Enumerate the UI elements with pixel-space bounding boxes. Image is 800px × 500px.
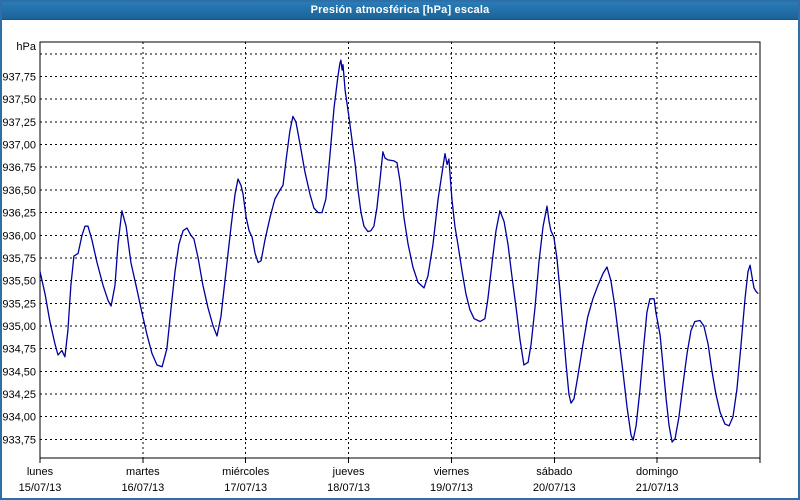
y-tick-label: 934,00: [2, 412, 36, 424]
x-day-label: miércoles: [222, 466, 270, 478]
x-date-label: 17/07/13: [224, 482, 267, 494]
chart-title: Presión atmosférica [hPa] escala: [310, 4, 490, 16]
y-tick-label: 934,25: [2, 389, 36, 401]
x-date-label: 15/07/13: [19, 482, 62, 494]
y-tick-label: 935,25: [2, 298, 36, 310]
pressure-line: [39, 59, 759, 443]
x-day-label: viernes: [434, 466, 470, 478]
y-tick-label: 935,75: [2, 253, 36, 265]
y-tick-label: 936,00: [2, 230, 36, 242]
chart-title-bar: Presión atmosférica [hPa] escala: [2, 2, 798, 20]
x-date-label: 18/07/13: [327, 482, 370, 494]
x-date-label: 20/07/13: [533, 482, 576, 494]
x-date-label: 19/07/13: [430, 482, 473, 494]
plot-frame: [39, 41, 761, 459]
x-day-label: lunes: [27, 466, 54, 478]
y-axis-unit-label: hPa: [16, 41, 36, 53]
x-day-label: martes: [126, 466, 160, 478]
y-tick-label: 937,25: [2, 117, 36, 129]
y-tick-label: 936,25: [2, 208, 36, 220]
x-date-label: 21/07/13: [636, 482, 679, 494]
x-day-label: jueves: [332, 466, 365, 478]
y-tick-label: 936,50: [2, 185, 36, 197]
y-tick-label: 937,00: [2, 140, 36, 152]
y-tick-label: 935,50: [2, 276, 36, 288]
y-tick-label: 935,00: [2, 321, 36, 333]
x-day-label: sábado: [536, 466, 572, 478]
y-tick-label: 937,50: [2, 94, 36, 106]
y-tick-label: 933,75: [2, 434, 36, 446]
y-tick-label: 937,75: [2, 71, 36, 83]
y-tick-label: 934,75: [2, 344, 36, 356]
y-tick-label: 934,50: [2, 366, 36, 378]
y-tick-label: 936,75: [2, 162, 36, 174]
x-date-label: 16/07/13: [121, 482, 164, 494]
x-day-label: domingo: [636, 466, 678, 478]
